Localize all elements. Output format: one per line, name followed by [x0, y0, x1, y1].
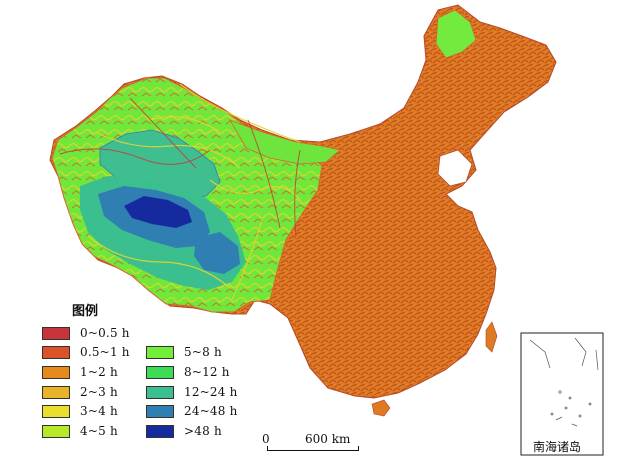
- legend-swatch: [146, 345, 174, 359]
- scale-zero-label: 0: [262, 432, 270, 446]
- legend-label: 1~2 h: [80, 365, 118, 379]
- legend-swatch: [146, 424, 174, 438]
- legend-label: 4~5 h: [80, 424, 118, 438]
- legend-item-8: 12~24 h: [146, 385, 238, 399]
- legend-label: >48 h: [184, 424, 222, 438]
- legend-label: 24~48 h: [184, 404, 238, 418]
- legend-swatch: [146, 385, 174, 399]
- legend-label: 12~24 h: [184, 385, 238, 399]
- western-red-roads: [59, 97, 301, 237]
- legend-swatch: [42, 424, 70, 438]
- taiwan-island: [485, 321, 498, 353]
- legend-item-5: 4~5 h: [42, 424, 118, 438]
- legend-item-6: 5~8 h: [146, 345, 222, 359]
- legend-label: 5~8 h: [184, 345, 222, 359]
- scale-distance-label: 600 km: [305, 432, 351, 446]
- legend-swatch: [146, 404, 174, 418]
- legend-swatch: [146, 365, 174, 379]
- legend-swatch: [42, 365, 70, 379]
- bohai-sea: [437, 149, 473, 187]
- legend-label: 0~0.5 h: [80, 326, 130, 340]
- legend-label: 2~3 h: [80, 385, 118, 399]
- inset-label: 南海诸岛: [533, 440, 582, 454]
- legend-item-10: >48 h: [146, 424, 222, 438]
- legend-swatch: [42, 326, 70, 340]
- legend-item-9: 24~48 h: [146, 404, 238, 418]
- south-china-sea-inset-frame: [520, 332, 604, 456]
- tibet-dark-blue-core: [124, 196, 192, 228]
- legend-item-1: 0.5~1 h: [42, 345, 130, 359]
- western-road-lines: [87, 83, 301, 301]
- legend-swatch: [42, 385, 70, 399]
- legend-swatch: [42, 345, 70, 359]
- legend-item-2: 1~2 h: [42, 365, 118, 379]
- south-china-sea-islands: [529, 337, 599, 427]
- legend-label: 3~4 h: [80, 404, 118, 418]
- qaidam-teal-zone: [194, 232, 240, 274]
- legend-item-3: 2~3 h: [42, 385, 118, 399]
- legend-label: 8~12 h: [184, 365, 230, 379]
- legend-swatch: [42, 404, 70, 418]
- legend-label: 0.5~1 h: [80, 345, 130, 359]
- hainan-island: [371, 399, 391, 417]
- northeast-green-patch: [435, 9, 477, 59]
- legend-item-0: 0~0.5 h: [42, 326, 130, 340]
- legend-item-7: 8~12 h: [146, 365, 230, 379]
- inner-mongolia-green-patch: [229, 119, 341, 165]
- scale-bar-line: [267, 446, 359, 451]
- legend-item-4: 3~4 h: [42, 404, 118, 418]
- legend-title: 图例: [72, 304, 99, 319]
